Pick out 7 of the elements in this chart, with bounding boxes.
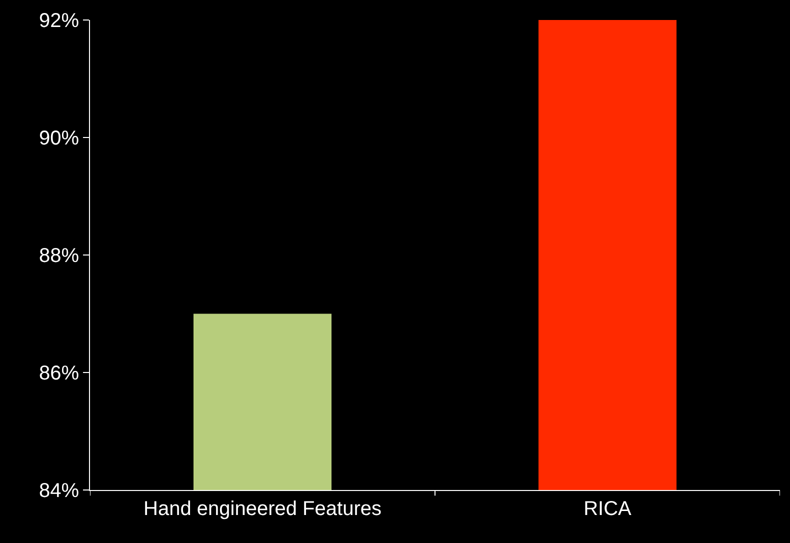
y-tick-label: 84% — [38, 480, 80, 502]
x-tick-label: RICA — [584, 498, 632, 520]
y-tick-label: 90% — [38, 128, 80, 150]
y-tick-label: 88% — [38, 245, 80, 267]
y-tick-label: 86% — [38, 362, 80, 384]
x-tick-label: Hand engineered Features — [144, 498, 382, 520]
y-tick-label: 92% — [38, 10, 80, 32]
